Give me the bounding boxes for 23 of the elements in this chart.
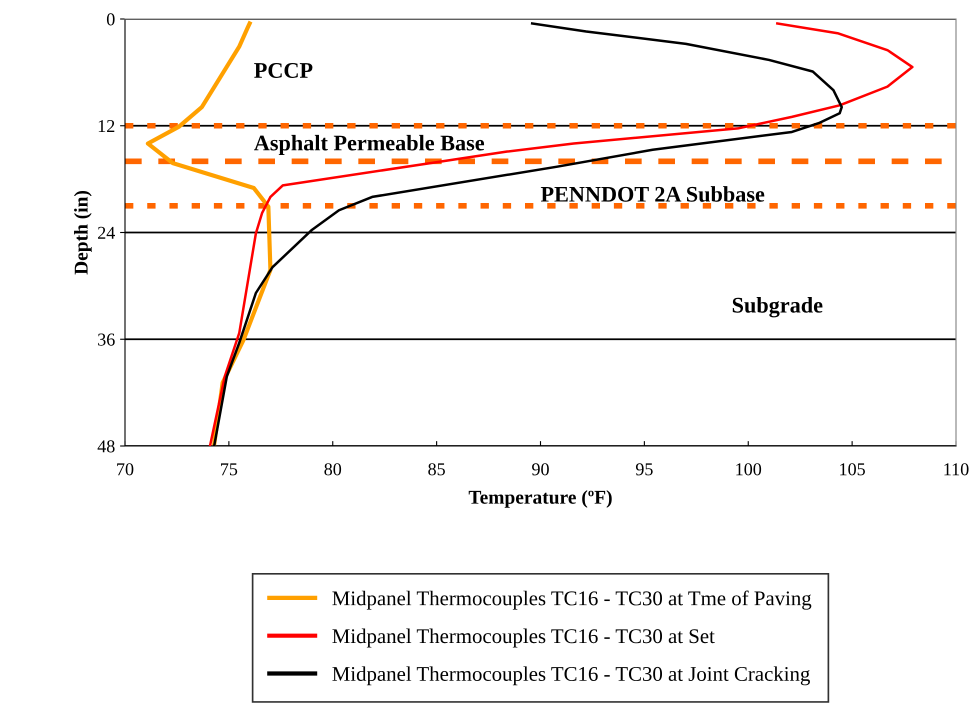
y-tick-label: 12 — [98, 120, 114, 132]
x-tick-label: 105 — [840, 463, 865, 476]
x-tick-label: 75 — [221, 463, 238, 476]
y-tick-label: 24 — [98, 226, 115, 239]
x-tick-label: 85 — [428, 463, 445, 476]
x-tick-label: 100 — [736, 463, 762, 476]
annotation: PENNDOT 2A Subbase — [540, 186, 764, 202]
x-tick-label: 90 — [532, 463, 549, 476]
y-tick-label: 0 — [106, 13, 115, 26]
y-tick-label: 48 — [98, 440, 115, 452]
legend-label: Midpanel Thermocouples TC16 - TC30 at Set — [332, 628, 715, 648]
legend-label: Midpanel Thermocouples TC16 - TC30 at Tme of Paving — [332, 590, 812, 610]
legend-label: Midpanel Thermocouples TC16 - TC30 at Joint Cracking — [332, 666, 810, 686]
y-tick-label: 36 — [98, 334, 115, 346]
x-tick-label: 80 — [324, 463, 342, 476]
annotation: Asphalt Permeable Base — [254, 134, 484, 156]
x-tick-label: 95 — [636, 463, 653, 476]
annotation: Subgrade — [732, 297, 822, 318]
x-tick-label: 70 — [117, 463, 134, 476]
annotation: PCCP — [254, 63, 312, 78]
x-tick-label: 110 — [944, 463, 969, 476]
y-axis-title: Depth (in) — [74, 190, 92, 275]
x-axis-title: Temperature (ºF) — [468, 490, 612, 508]
